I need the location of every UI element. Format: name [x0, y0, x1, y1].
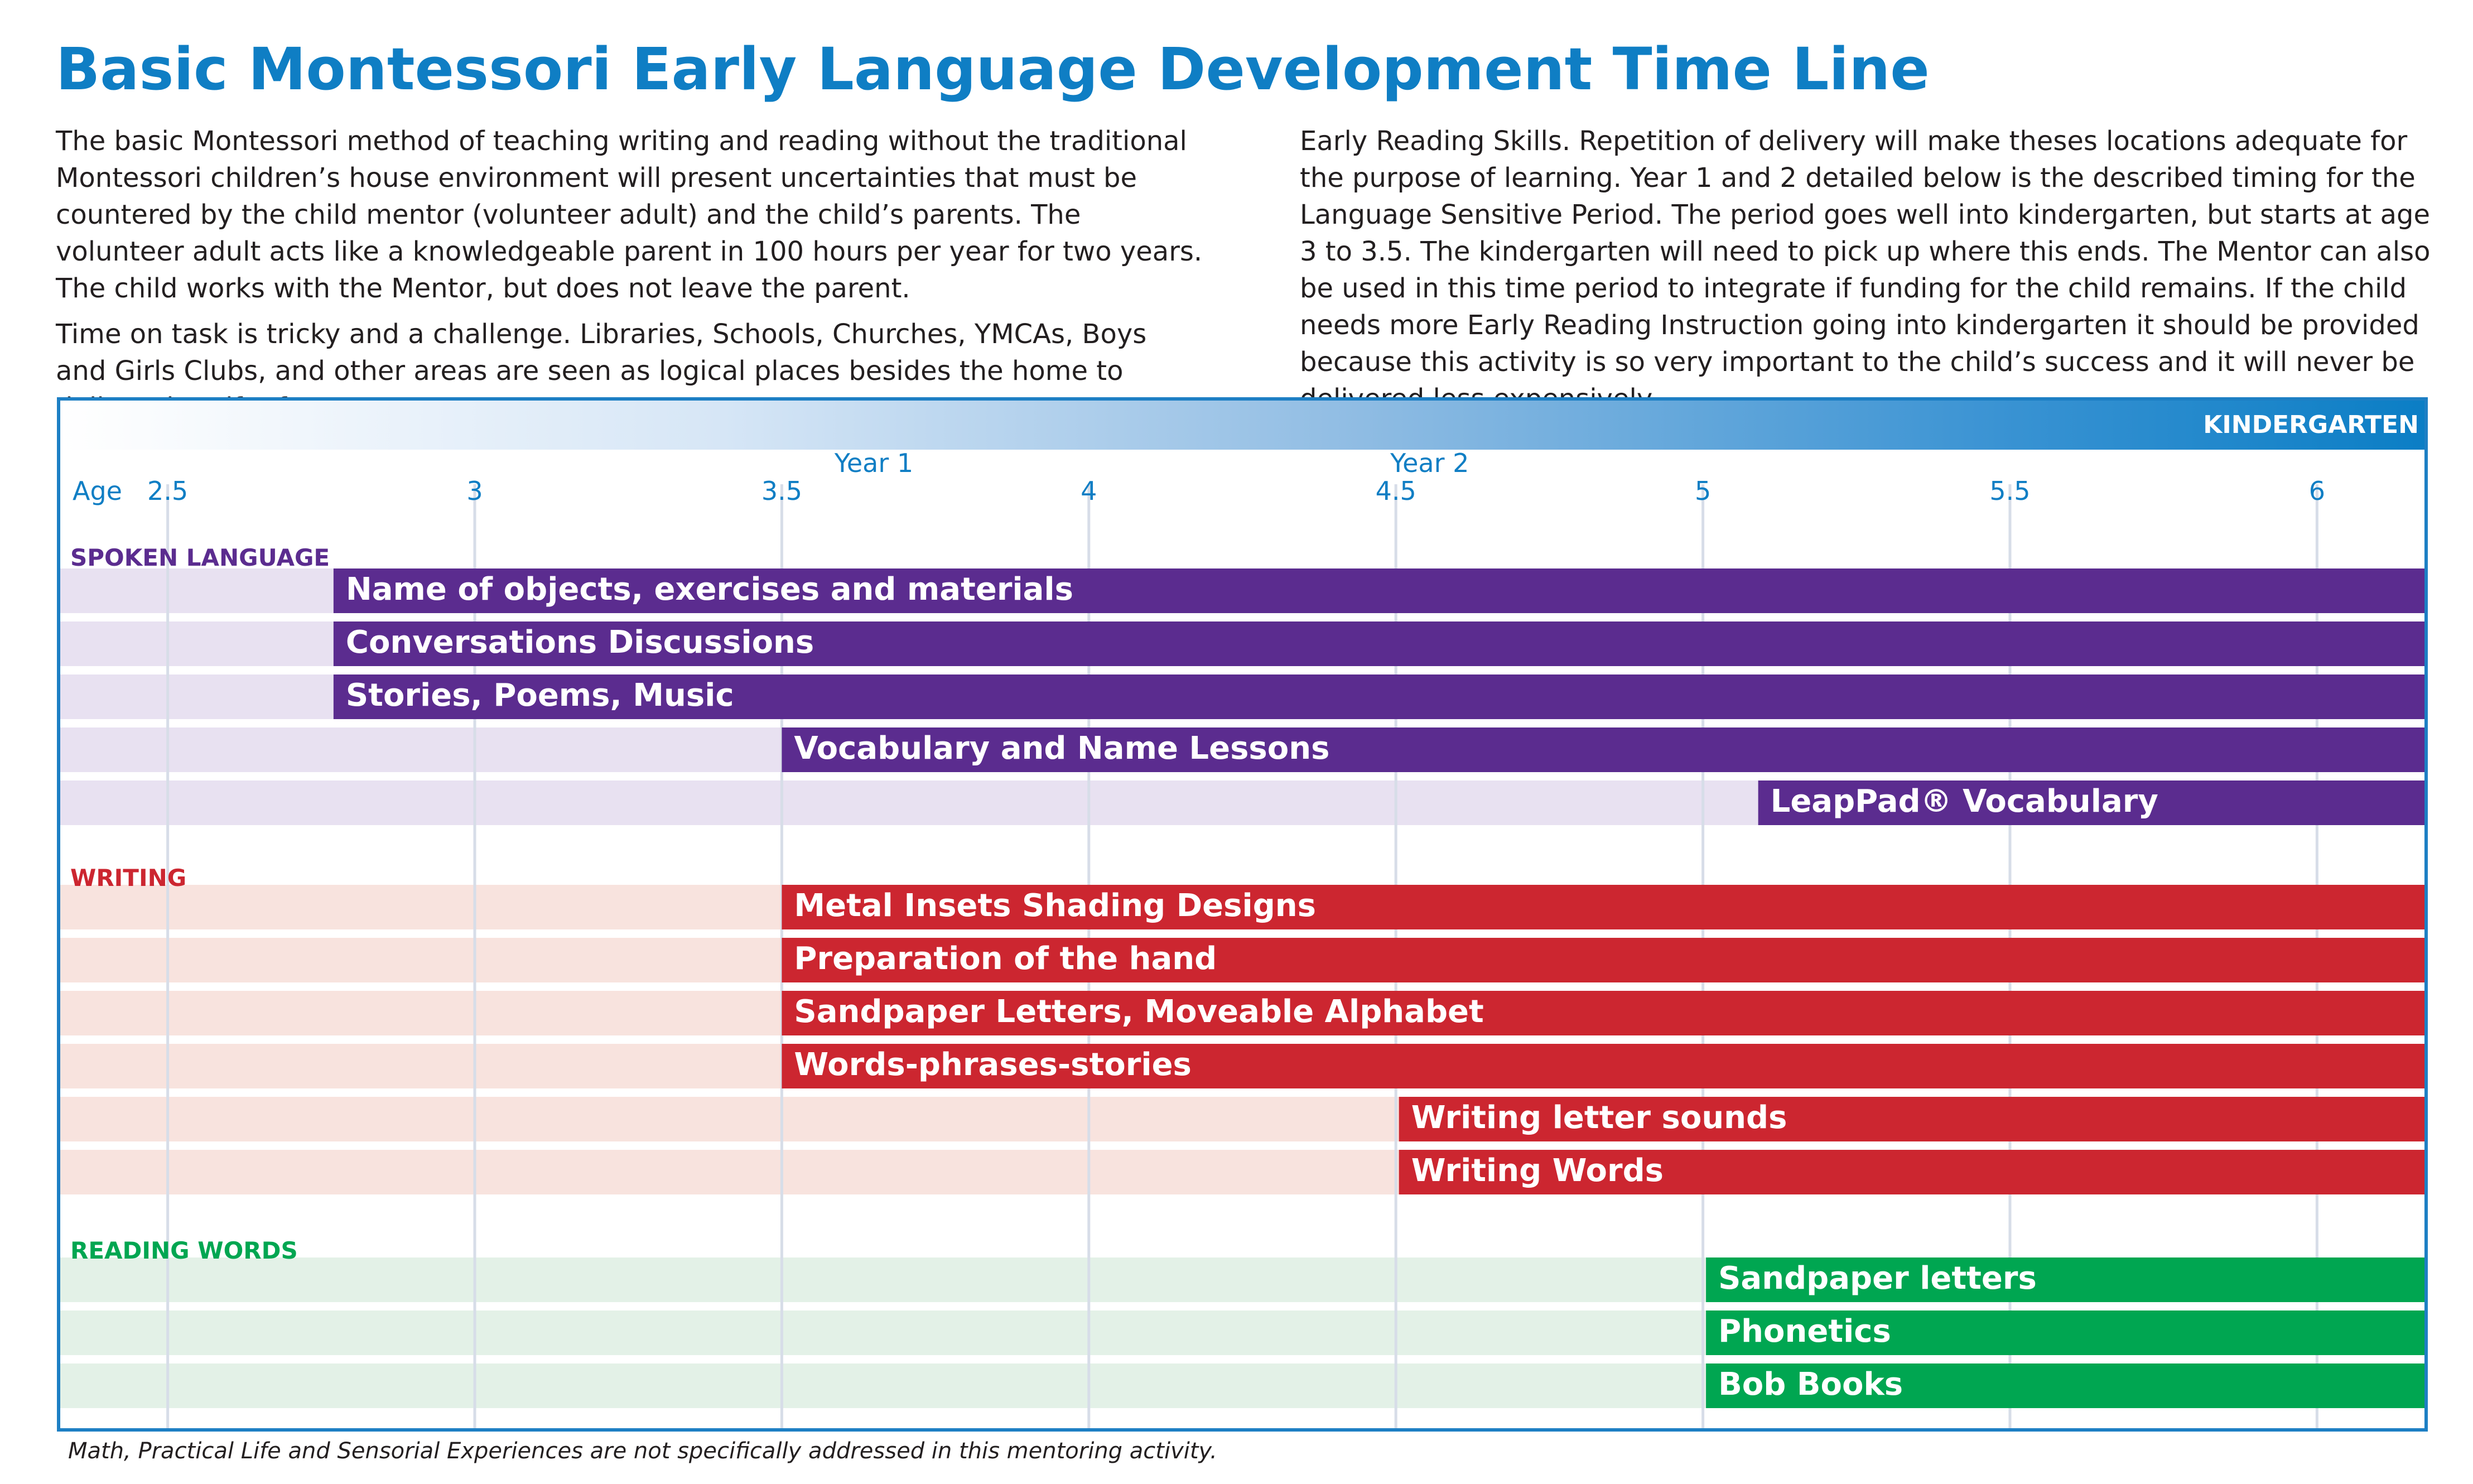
tick-label: 4.5: [1376, 476, 1416, 506]
activity-bar: [1706, 1363, 2424, 1408]
tick-label: 3.5: [761, 476, 802, 506]
activity-label: Preparation of the hand: [794, 941, 1217, 977]
activity-label: Writing letter sounds: [1411, 1100, 1787, 1136]
activity-label: Sandpaper letters: [1718, 1260, 2037, 1297]
kindergarten-band: KINDERGARTEN: [60, 401, 2424, 450]
tick-label: 2.5: [147, 476, 188, 506]
tick-label: 5.5: [1989, 476, 2030, 506]
activity-label: Words-phrases-stories: [794, 1047, 1191, 1083]
activity-label: Metal Insets Shading Designs: [794, 888, 1316, 924]
activity-bar: [1758, 780, 2424, 825]
activity-bar: [1706, 1257, 2424, 1302]
intro-paragraph: Time on task is tricky and a challenge. …: [56, 319, 1147, 423]
activity-bar: [782, 991, 2424, 1035]
tick-label: 3: [466, 476, 483, 506]
intro-paragraph: The basic Montessori method of teaching …: [56, 126, 1203, 304]
page-title: Basic Montessori Early Language Developm…: [56, 35, 1930, 103]
activity-label: Phonetics: [1718, 1313, 1891, 1350]
timeline-svg: Age 2.5 3 3.5 4 4.5 5 5.5 6 Year 1 Year 2 SPOKEN LA…: [60, 448, 2424, 1428]
activity-bar: [1399, 1150, 2424, 1194]
activity-label: Bob Books: [1718, 1366, 1903, 1403]
tick-label: 5: [1695, 476, 1711, 506]
activity-label: Vocabulary and Name Lessons: [794, 730, 1329, 767]
activity-bar: [333, 621, 2424, 666]
activity-bar: [782, 727, 2424, 772]
activity-label: Writing Words: [1411, 1153, 1664, 1189]
activity-label: Stories, Poems, Music: [346, 677, 734, 714]
activity-label: LeapPad® Vocabulary: [1771, 783, 2158, 820]
axis-label: Age: [73, 476, 122, 506]
year-marker-label: Year 2: [1390, 448, 1469, 478]
kindergarten-label: KINDERGARTEN: [2203, 411, 2419, 439]
section-header: SPOKEN LANGUAGE: [70, 544, 330, 571]
activity-bar: [333, 568, 2424, 613]
activity-label: Name of objects, exercises and materials: [346, 571, 1073, 608]
tick-label: 6: [2309, 476, 2325, 506]
timeline-chart: KINDERGARTEN Age 2.5 3 3.5 4 4.5 5 5.5 6 Year 1 Ye…: [57, 397, 2428, 1432]
activity-label: Conversations Discussions: [346, 624, 814, 661]
activity-bar: [1399, 1097, 2424, 1141]
year-marker-label: Year 1: [834, 448, 913, 478]
activity-bar: [782, 885, 2424, 929]
activity-bar: [1706, 1310, 2424, 1355]
tick-label: 4: [1081, 476, 1097, 506]
section-header: READING WORDS: [70, 1237, 298, 1264]
intro-right-column: Early Reading Skills. Repetition of deli…: [1300, 123, 2443, 426]
intro-left-column: The basic Montessori method of teaching …: [56, 123, 1205, 435]
activity-bar: [333, 674, 2424, 719]
intro-paragraph: Early Reading Skills. Repetition of deli…: [1300, 126, 2431, 415]
activity-bar: [782, 1044, 2424, 1088]
activity-bar: [782, 938, 2424, 982]
footnote: Math, Practical Life and Sensorial Exper…: [68, 1438, 1217, 1464]
section-header: WRITING: [70, 864, 186, 892]
activity-label: Sandpaper Letters, Moveable Alphabet: [794, 994, 1483, 1030]
